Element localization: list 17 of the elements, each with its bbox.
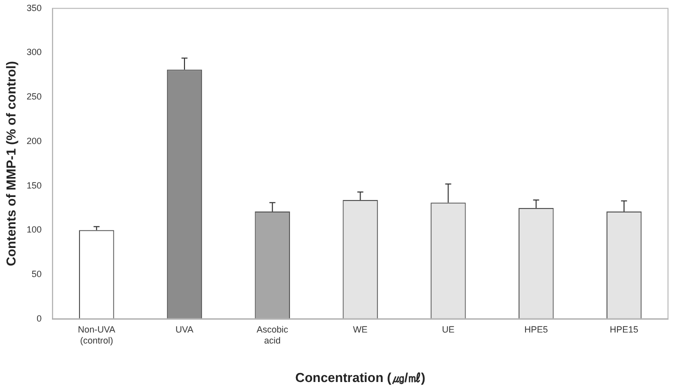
y-tick-label: 350 — [26, 2, 42, 13]
y-tick-label: 50 — [32, 268, 42, 279]
x-tick-label: WE — [353, 324, 368, 335]
y-tick-label: 300 — [26, 47, 42, 58]
x-axis-title: Concentration (㎍/㎖) — [295, 370, 426, 385]
x-tick-label: HPE15 — [610, 324, 638, 335]
y-tick-label: 200 — [26, 136, 42, 146]
x-tick-label: HPE5 — [524, 324, 548, 335]
x-tick-label: Non-UVA (control) — [78, 324, 116, 346]
x-tick-label: Ascobic acid — [256, 324, 289, 346]
y-axis-title: Contents of MMP-1 (% of control) — [3, 61, 18, 266]
y-tick-label: 250 — [26, 92, 42, 102]
y-tick-label: 0 — [36, 313, 42, 324]
x-tick-label: UVA — [176, 324, 194, 335]
x-tick-label: UE — [442, 324, 454, 335]
y-tick-label: 150 — [26, 180, 42, 190]
y-tick-label: 100 — [26, 224, 42, 235]
